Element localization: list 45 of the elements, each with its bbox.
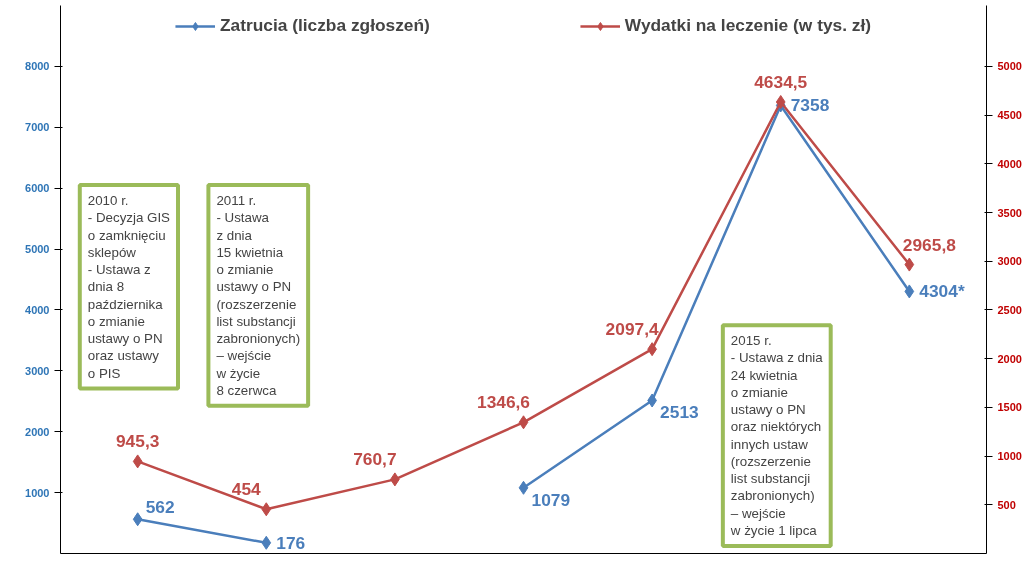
y2-tick-label: 2500 — [997, 303, 1022, 316]
y-tick-label: 5000 — [25, 243, 50, 256]
legend-label: Zatrucia (liczba zgłoszeń) — [219, 15, 430, 36]
y-tick-label: 2000 — [25, 425, 50, 438]
y2-tick-label: 1500 — [997, 401, 1022, 414]
y-tick-label: 1000 — [25, 486, 50, 499]
y2-tick-label: 1000 — [997, 450, 1022, 463]
point — [261, 502, 272, 517]
point — [132, 454, 143, 469]
y-tick-label: 6000 — [25, 182, 50, 195]
data-label: 176 — [276, 532, 306, 553]
text: 2010 r. - Decyzja GIS o zamknięciu sklepów - Ustawa z dnia 8 października o zmianie ustawy o PN oraz ustawy o PIS — [87, 193, 171, 381]
data-label: 454 — [231, 479, 262, 500]
y2-tick-label: 2000 — [997, 352, 1022, 365]
point — [518, 480, 529, 495]
y2-tick-label: 4000 — [997, 157, 1022, 170]
data-label: 4634,5 — [754, 72, 808, 92]
y-tick-label: 3000 — [25, 364, 50, 377]
data-label: 760,7 — [353, 449, 397, 470]
data-label: 562 — [145, 497, 175, 518]
y2-tick-label: 500 — [997, 498, 1016, 511]
y2-tick-label: 4500 — [997, 109, 1022, 122]
point — [132, 512, 143, 527]
data-label: 1079 — [531, 489, 571, 510]
point — [518, 415, 529, 430]
data-label: 7358 — [790, 95, 830, 116]
point — [261, 535, 272, 550]
y-tick-label: 4000 — [25, 303, 50, 316]
y-tick-label: 8000 — [25, 60, 50, 73]
data-label: 945,3 — [115, 431, 160, 452]
text: 2011 r. - Ustawa z dnia 15 kwietnia o zmianie ustawy o PN (rozszerzenie list substancji zabronionych) – wejście w życie 8 czerwca — [216, 193, 301, 398]
y2-tick-label: 3000 — [997, 255, 1022, 268]
point — [904, 284, 915, 299]
data-label: 2097,4 — [605, 319, 659, 340]
y2-tick-label: 3500 — [997, 206, 1022, 219]
point — [775, 95, 786, 109]
text: 2015 r. - Ustawa z dnia 24 kwietnia o zmianie ustawy o PN oraz niektórych innych ustaw (rozszerzenie list substancji zabronionych) – wejście w życie 1 lipca — [730, 333, 823, 538]
data-label: 2513 — [660, 402, 700, 423]
data-label: 4304* — [919, 281, 965, 302]
y-tick-label: 7000 — [25, 121, 50, 134]
data-label: 2965,8 — [902, 234, 957, 255]
data-label: 1346,6 — [477, 392, 531, 413]
point — [904, 257, 915, 272]
legend-label: Wydatki na leczenie (w tys. zł) — [624, 15, 872, 36]
y2-tick-label: 5000 — [997, 60, 1022, 73]
